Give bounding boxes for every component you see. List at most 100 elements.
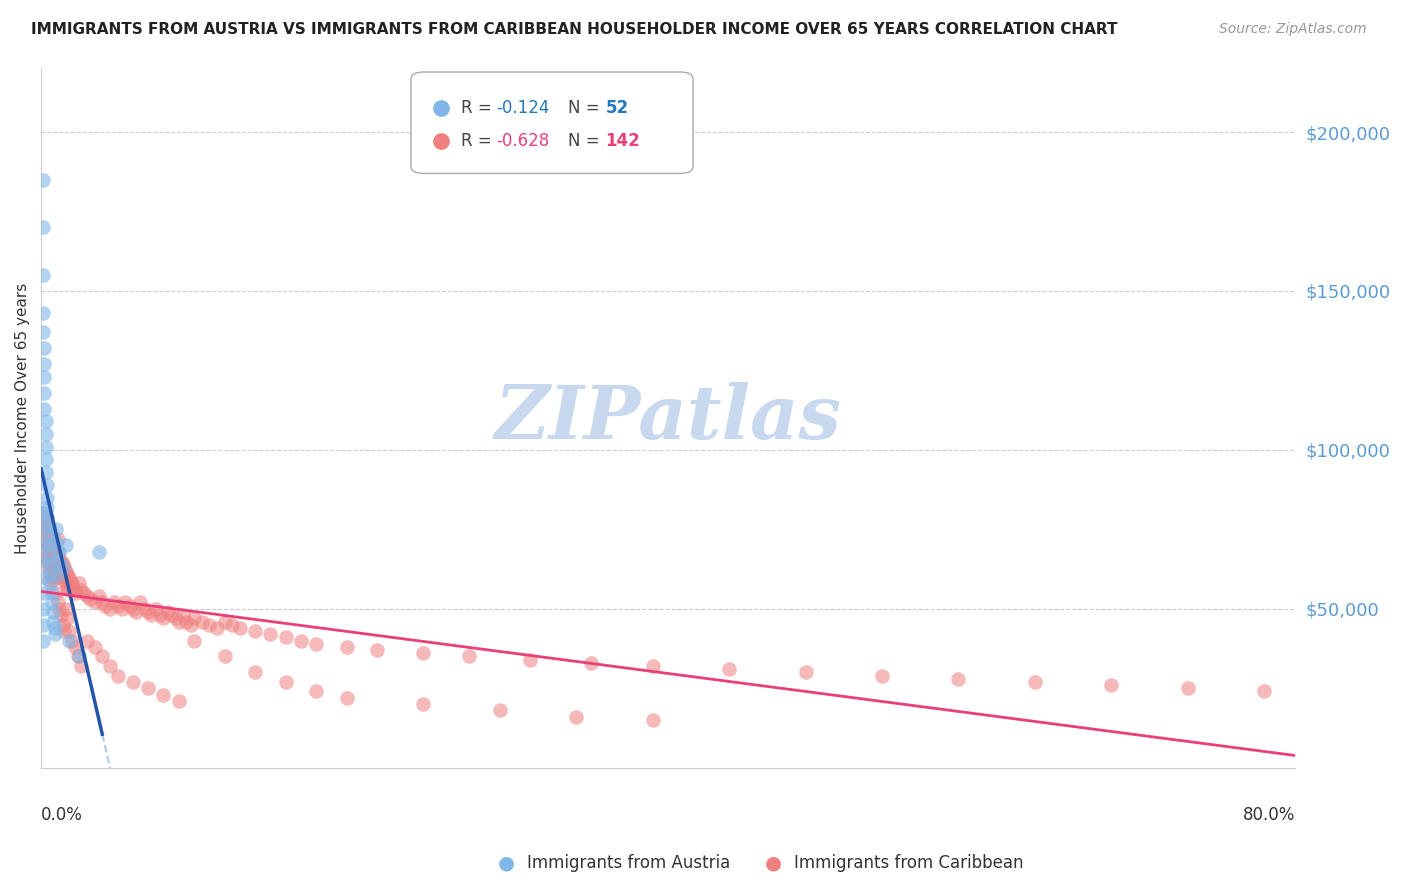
Point	[37, 554, 59, 568]
Point	[214, 615, 236, 629]
Point	[41, 595, 63, 609]
Point	[41, 558, 63, 572]
Point	[91, 595, 114, 609]
Point	[31, 326, 53, 340]
Point	[581, 656, 603, 670]
Point	[60, 576, 83, 591]
Point	[31, 602, 53, 616]
Point	[1024, 674, 1046, 689]
Point	[38, 548, 60, 562]
Point	[118, 599, 141, 613]
Point	[107, 668, 129, 682]
Point	[67, 649, 90, 664]
Text: ●: ●	[498, 854, 515, 873]
Point	[42, 554, 65, 568]
Point	[53, 560, 76, 574]
Point	[83, 640, 105, 654]
Point	[305, 637, 328, 651]
Point	[152, 611, 174, 625]
Point	[76, 633, 98, 648]
Text: N =: N =	[568, 99, 605, 118]
Point	[45, 522, 67, 536]
Text: -0.124: -0.124	[496, 99, 550, 118]
Point	[948, 672, 970, 686]
Point	[290, 633, 312, 648]
Point	[31, 617, 53, 632]
Point	[67, 576, 90, 591]
Point	[221, 617, 243, 632]
Point	[58, 633, 80, 648]
Point	[39, 576, 62, 591]
Point	[58, 570, 80, 584]
Point	[56, 580, 79, 594]
Point	[51, 558, 73, 572]
Point	[31, 633, 53, 648]
Point	[42, 605, 65, 619]
Point	[31, 306, 53, 320]
Point	[56, 611, 79, 625]
Point	[46, 566, 69, 581]
Point	[35, 535, 58, 549]
Point	[121, 674, 143, 689]
Point	[56, 566, 79, 581]
Point	[51, 570, 73, 584]
FancyBboxPatch shape	[411, 72, 693, 173]
Point	[44, 627, 66, 641]
Point	[46, 544, 69, 558]
Point	[66, 649, 89, 664]
Point	[49, 566, 72, 581]
Point	[35, 465, 58, 479]
Point	[79, 592, 101, 607]
Point	[41, 570, 63, 584]
Point	[48, 551, 70, 566]
Text: ●: ●	[765, 854, 782, 873]
Point	[53, 624, 76, 638]
Point	[48, 544, 70, 558]
Point	[243, 624, 266, 638]
Point	[274, 674, 297, 689]
Text: 52: 52	[605, 99, 628, 118]
Point	[53, 573, 76, 587]
Point	[214, 649, 236, 664]
Point	[45, 586, 67, 600]
Point	[794, 665, 817, 680]
Text: Immigrants from Caribbean: Immigrants from Caribbean	[794, 855, 1024, 872]
Point	[156, 605, 179, 619]
Point	[94, 599, 117, 613]
Point	[31, 532, 53, 546]
Point	[38, 573, 60, 587]
Point	[65, 586, 87, 600]
Point	[149, 608, 172, 623]
Point	[641, 713, 664, 727]
Point	[51, 617, 73, 632]
Point	[274, 631, 297, 645]
Point	[55, 538, 77, 552]
Point	[62, 580, 84, 594]
Point	[76, 589, 98, 603]
Point	[141, 608, 163, 623]
Point	[31, 586, 53, 600]
Text: 80.0%: 80.0%	[1243, 806, 1295, 824]
Point	[55, 564, 77, 578]
Point	[46, 558, 69, 572]
Point	[35, 452, 58, 467]
Point	[107, 599, 129, 613]
Text: 0.0%: 0.0%	[41, 806, 83, 824]
Point	[60, 633, 83, 648]
Point	[41, 544, 63, 558]
Point	[336, 690, 359, 705]
Point	[55, 602, 77, 616]
Point	[38, 519, 60, 533]
Point	[31, 173, 53, 187]
Point	[89, 544, 111, 558]
Point	[183, 633, 205, 648]
Point	[32, 385, 55, 400]
Point	[37, 500, 59, 514]
Point	[44, 570, 66, 584]
Point	[42, 560, 65, 574]
Point	[152, 688, 174, 702]
Text: ZIPatlas: ZIPatlas	[495, 382, 841, 454]
Point	[32, 369, 55, 384]
Text: IMMIGRANTS FROM AUSTRIA VS IMMIGRANTS FROM CARIBBEAN HOUSEHOLDER INCOME OVER 65 : IMMIGRANTS FROM AUSTRIA VS IMMIGRANTS FR…	[31, 22, 1118, 37]
Point	[42, 573, 65, 587]
